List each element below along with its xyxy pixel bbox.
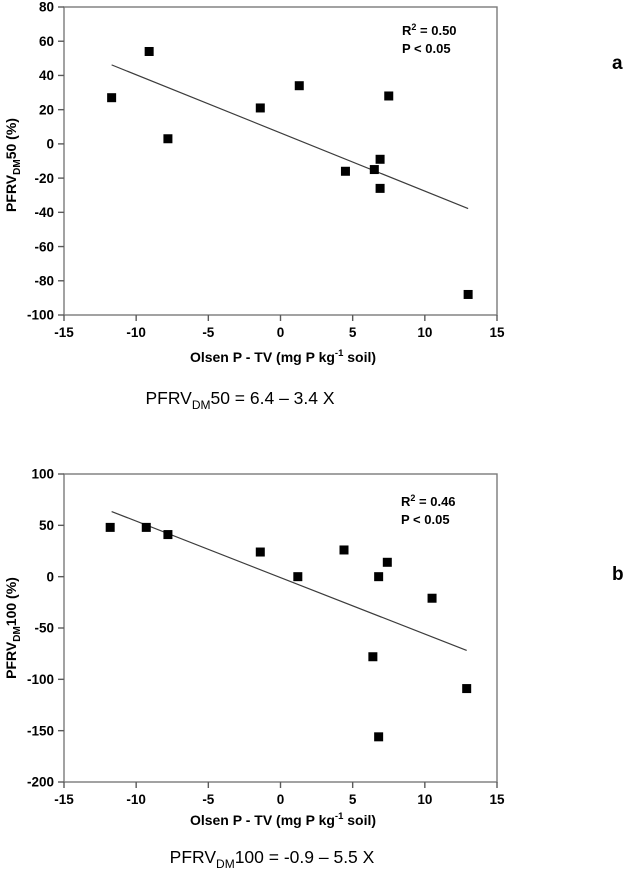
data-point [294,81,304,91]
x-tick-label: -10 [126,325,146,340]
x-tick-label: -15 [54,792,74,807]
data-point [382,557,392,567]
r-squared-annotation: R2 = 0.46 [401,493,456,509]
x-tick-label: 0 [277,792,285,807]
y-tick-label: -50 [34,621,54,636]
x-axis-title: Olsen P - TV (mg P kg-1 soil) [190,811,376,828]
x-tick-label: 10 [417,325,432,340]
y-tick-label: 20 [39,102,54,117]
x-axis-title: Olsen P - TV (mg P kg-1 soil) [190,348,376,365]
y-tick-label: -150 [27,723,54,738]
y-tick-label: -100 [27,308,54,323]
y-tick-label: -20 [34,171,54,186]
r-squared-annotation: R2 = 0.50 [402,22,457,38]
y-tick-label: 0 [46,569,54,584]
data-point [293,572,303,582]
x-tick-label: 0 [277,325,285,340]
data-point [374,572,384,582]
y-tick-label: -200 [27,775,54,790]
data-point [144,46,154,56]
data-point [255,547,265,557]
data-point [340,166,350,176]
equation-label: PFRVDM100 = -0.9 – 5.5 X [170,847,375,869]
data-point [375,154,385,164]
x-tick-label: 10 [417,792,432,807]
data-point [374,732,384,742]
data-point [463,289,473,299]
x-tick-label: 5 [349,325,357,340]
data-point [384,91,394,101]
panel-a: -15 -10 -5 0 5 10 15 80 60 40 20 0 -20 -40 -60 -80 -100 R… [3,0,623,412]
x-tick-label: -5 [202,325,214,340]
y-tick-label: 0 [46,137,54,152]
y-axis-title: PFRVDM100 (%) [3,577,23,679]
y-tick-label: 60 [39,34,54,49]
p-value-annotation: P < 0.05 [402,41,451,56]
panel-letter-b: b [612,564,624,585]
data-point [105,522,115,532]
data-point [375,183,385,193]
data-point [163,530,173,540]
p-value-annotation: P < 0.05 [401,512,450,527]
y-tick-label: 100 [31,467,54,482]
data-point [107,93,117,103]
y-tick-label: 40 [39,68,54,83]
y-tick-label: -80 [34,273,54,288]
data-point [141,522,151,532]
y-tick-label: 50 [39,518,54,533]
y-axis-title: PFRVDM50 (%) [3,118,23,212]
equation-label: PFRVDM50 = 6.4 – 3.4 X [145,388,334,412]
y-tick-label: -60 [34,239,54,254]
x-tick-label: 15 [489,792,505,807]
y-tick-label: 80 [39,0,54,15]
data-point [427,593,437,603]
data-point [368,652,378,662]
x-tick-label: 5 [349,792,357,807]
y-tick-label: -40 [34,205,54,220]
data-point [462,684,472,694]
x-tick-label: 15 [489,325,505,340]
x-tick-label: -5 [202,792,214,807]
y-tick-label: -100 [27,672,54,687]
data-point [163,134,173,144]
data-point [339,545,349,555]
data-point [369,165,379,175]
panel-letter-a: a [612,53,623,74]
x-tick-label: -15 [54,325,74,340]
x-tick-label: -10 [126,792,146,807]
data-point [255,103,265,113]
regression-line [111,64,469,210]
